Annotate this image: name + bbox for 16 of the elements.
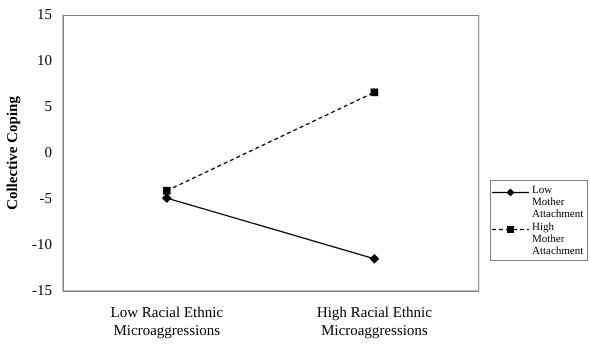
point <box>370 88 378 96</box>
y-axis-title: Collective Coping <box>4 96 21 210</box>
point <box>162 186 171 195</box>
y-tick-label: -5 <box>39 190 52 207</box>
y-tick-label: -10 <box>32 236 52 253</box>
legend-label: Low Mother Attachment <box>531 184 584 220</box>
y-tick-label: 5 <box>44 98 52 115</box>
x-tick-label: Low Racial Ethnic Microaggressions <box>110 304 224 339</box>
point <box>162 193 172 203</box>
y-tick-label: 15 <box>36 6 52 23</box>
x-tick-label: High Racial Ethnic Microaggressions <box>316 304 432 339</box>
y-tick-label: 10 <box>36 52 52 69</box>
legend-label: High Mother Attachment <box>531 221 584 257</box>
y-tick-label: 0 <box>44 144 52 161</box>
point <box>370 254 380 264</box>
y-tick-label: -15 <box>32 282 52 299</box>
